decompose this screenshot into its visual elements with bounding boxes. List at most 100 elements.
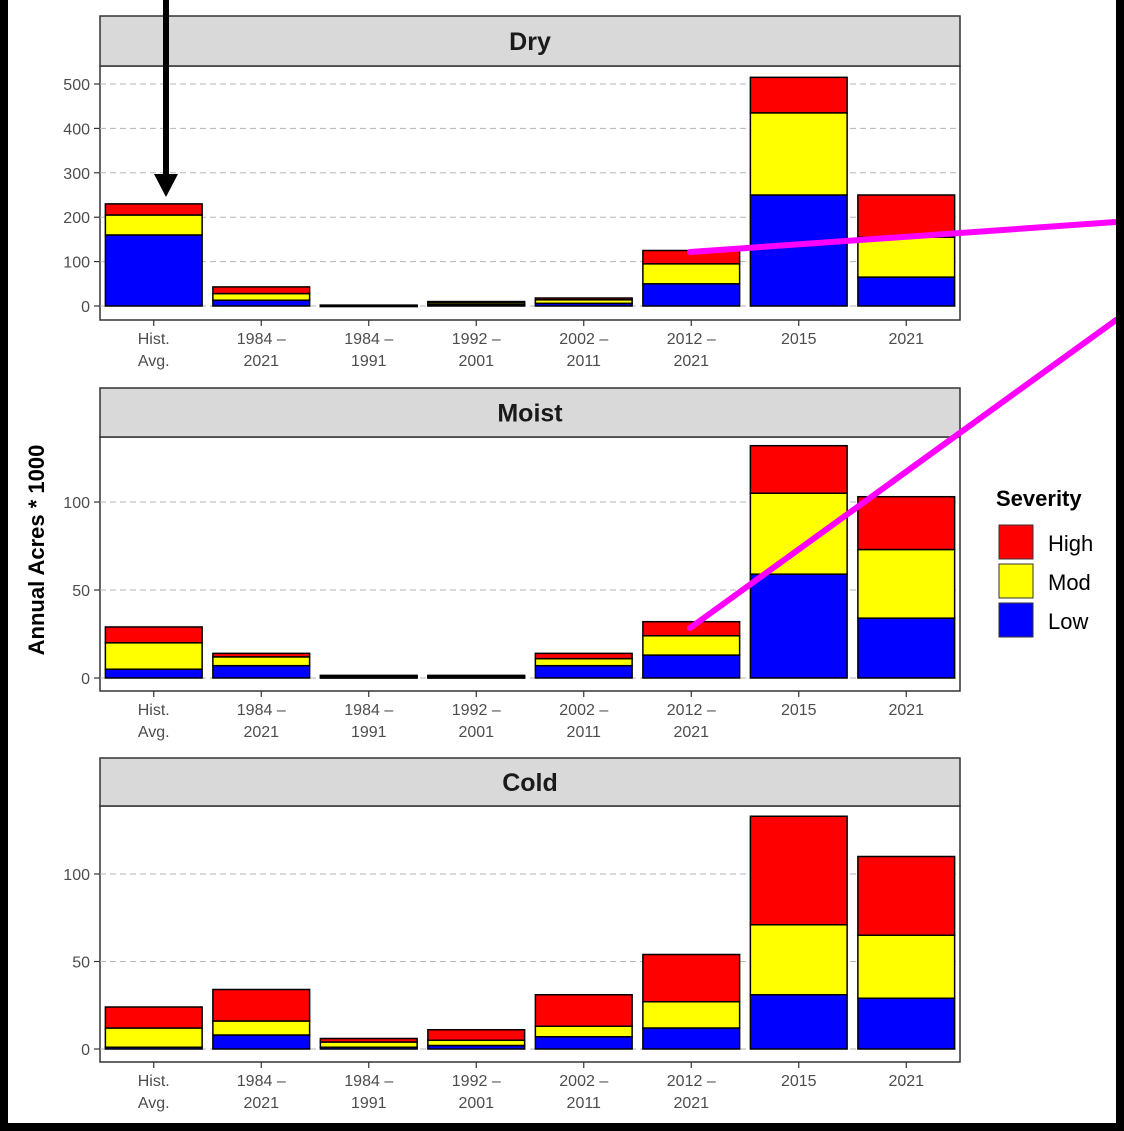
x-tick-label-line: 2001 bbox=[458, 353, 494, 370]
bar-high bbox=[534, 652, 633, 660]
x-tick-label-line: 2021 bbox=[673, 1095, 709, 1112]
bar-mod bbox=[749, 492, 848, 575]
x-tick-label-line: 1992 – bbox=[452, 702, 501, 719]
bar-high bbox=[104, 626, 203, 644]
x-tick-label-line: 2002 – bbox=[559, 1073, 608, 1090]
bar-low bbox=[857, 997, 956, 1050]
x-tick-label-line: 2015 bbox=[781, 1073, 817, 1090]
bar-high bbox=[319, 674, 418, 678]
x-tick-label-line: Avg. bbox=[138, 353, 170, 370]
x-tick-label-line: 1991 bbox=[351, 1095, 387, 1112]
x-tick-label: 2021 bbox=[888, 1073, 924, 1090]
x-tick-label: 2002 – 2011 bbox=[559, 331, 608, 370]
y-tick-label: 300 bbox=[63, 166, 90, 183]
x-tick-label: 1984 – 2021 bbox=[237, 331, 286, 370]
x-tick-label: 1984 – 2021 bbox=[237, 1073, 286, 1112]
x-tick-label-line: 2012 – bbox=[667, 702, 716, 719]
legend-swatch-high bbox=[998, 524, 1034, 560]
bar-low bbox=[749, 994, 848, 1050]
bar-low bbox=[749, 194, 848, 307]
x-tick-label: Hist. Avg. bbox=[138, 1073, 170, 1112]
legend-label-low: Low bbox=[1048, 609, 1088, 634]
bar-mod bbox=[104, 1027, 203, 1048]
bar-low bbox=[212, 664, 311, 679]
x-tick-label: 1992 – 2001 bbox=[452, 331, 501, 370]
legend-label-high: High bbox=[1048, 531, 1093, 556]
x-tick-label-line: 2012 – bbox=[667, 1073, 716, 1090]
y-tick-label: 400 bbox=[63, 121, 90, 138]
facet-strip bbox=[99, 387, 961, 438]
bar-low bbox=[642, 283, 741, 307]
y-tick-label: 500 bbox=[63, 77, 90, 94]
bar-high bbox=[749, 815, 848, 926]
bar-mod bbox=[319, 1041, 418, 1048]
bar-low bbox=[749, 573, 848, 679]
x-tick-label: 2021 bbox=[888, 702, 924, 719]
legend-swatch-low bbox=[998, 602, 1034, 638]
connector-line-moist bbox=[687, 317, 1116, 631]
y-tick-label: 0 bbox=[81, 671, 90, 688]
bar-high bbox=[104, 203, 203, 216]
bar-low bbox=[642, 1027, 741, 1050]
x-tick-label-line: 1992 – bbox=[452, 331, 501, 348]
y-tick-label: 100 bbox=[63, 867, 90, 884]
legend-swatch-mod bbox=[998, 563, 1034, 599]
x-tick-label: 2015 bbox=[781, 331, 817, 348]
bar-high bbox=[427, 300, 526, 304]
bar-mod bbox=[749, 924, 848, 996]
x-tick-label-line: 1992 – bbox=[452, 1073, 501, 1090]
legend-label-mod: Mod bbox=[1048, 570, 1091, 595]
bar-mod bbox=[749, 112, 848, 196]
x-tick-label-line: 2021 bbox=[673, 353, 709, 370]
x-tick-label-line: 2001 bbox=[458, 1095, 494, 1112]
bar-high bbox=[749, 76, 848, 114]
arrow-head bbox=[154, 174, 178, 197]
x-tick-label: 2002 – 2011 bbox=[559, 702, 608, 741]
y-tick-label: 100 bbox=[63, 495, 90, 512]
x-tick-label-line: 2001 bbox=[458, 724, 494, 741]
x-tick-label: Hist. Avg. bbox=[138, 331, 170, 370]
x-tick-label-line: 1984 – bbox=[237, 1073, 286, 1090]
facet-strip bbox=[99, 757, 961, 807]
x-tick-label-line: 2011 bbox=[567, 724, 602, 741]
x-tick-label: 2015 bbox=[781, 702, 817, 719]
facet-title: Dry bbox=[509, 28, 551, 56]
facet-title: Cold bbox=[502, 769, 558, 797]
bar-mod bbox=[857, 934, 956, 999]
x-tick-label: 1984 – 1991 bbox=[344, 331, 393, 370]
bar-low bbox=[212, 299, 311, 307]
x-tick-label-line: 2021 bbox=[888, 1073, 924, 1090]
x-tick-label-line: Hist. bbox=[138, 702, 170, 719]
x-tick-label-line: Hist. bbox=[138, 331, 170, 348]
bar-high bbox=[212, 652, 311, 658]
bar-low bbox=[857, 276, 956, 307]
bar-high bbox=[427, 674, 526, 678]
bar-mod bbox=[104, 642, 203, 670]
x-tick-label: 2021 bbox=[888, 331, 924, 348]
panel-moist: Moist 0 50 100 Hist. Avg. 1984 – 2021 1984 – 1991… bbox=[63, 387, 961, 741]
bar-mod bbox=[642, 1001, 741, 1029]
x-tick-label-line: 2021 bbox=[243, 1095, 279, 1112]
x-tick-label-line: 2011 bbox=[567, 353, 602, 370]
facet-title: Moist bbox=[497, 400, 563, 428]
bar-low bbox=[857, 617, 956, 679]
bar-low bbox=[212, 1034, 311, 1050]
figure-canvas: Dry 0 100 200 300 400 500 Hist. Avg. 1984 –2021 19… bbox=[8, 0, 1116, 1123]
x-tick-label-line: 1984 – bbox=[237, 331, 286, 348]
x-tick-label: 1984 – 1991 bbox=[344, 1073, 393, 1112]
bar-high bbox=[642, 953, 741, 1003]
bar-high bbox=[212, 988, 311, 1022]
bar-high bbox=[534, 994, 633, 1027]
x-tick-label: 1984 – 2021 bbox=[237, 702, 286, 741]
x-tick-label-line: 2012 – bbox=[667, 331, 716, 348]
x-tick-label: 1992 – 2001 bbox=[452, 702, 501, 741]
x-tick-label-line: 2015 bbox=[781, 331, 817, 348]
bar-low bbox=[104, 668, 203, 679]
x-tick-label-line: 2021 bbox=[888, 702, 924, 719]
bar-mod bbox=[212, 1020, 311, 1036]
x-tick-label-line: Avg. bbox=[138, 724, 170, 741]
bar-low bbox=[642, 654, 741, 679]
y-tick-label: 50 bbox=[72, 955, 90, 972]
bar-high bbox=[104, 1006, 203, 1029]
